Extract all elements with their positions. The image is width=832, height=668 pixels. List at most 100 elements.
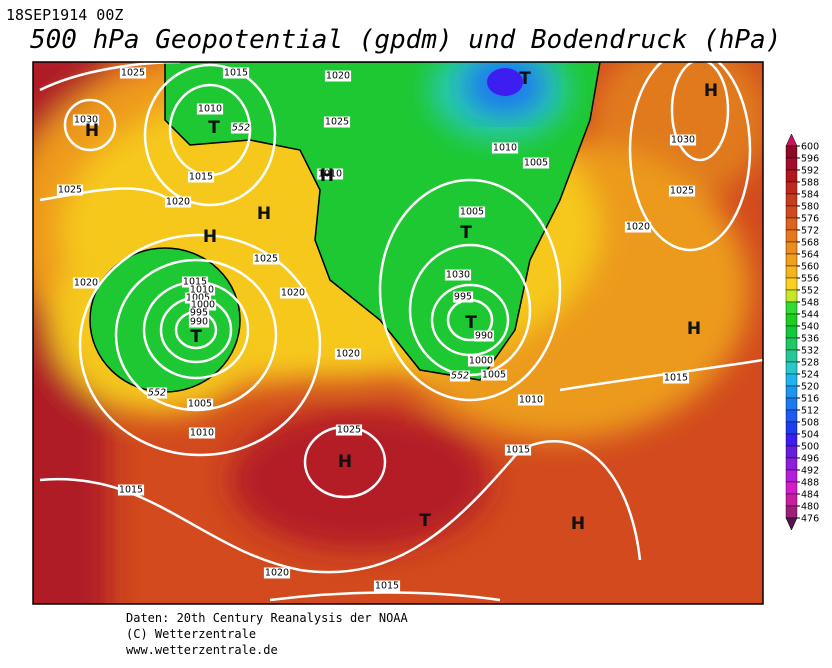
isobar-label: 1005 <box>188 399 212 410</box>
colorbar-swatch <box>785 349 798 363</box>
colorbar-label: 516 <box>801 394 819 405</box>
isobar-label: 1020 <box>74 278 98 289</box>
isobar-label: 1010 <box>190 285 214 296</box>
colorbar-label: 484 <box>801 490 819 501</box>
colorbar-label: 596 <box>801 154 819 165</box>
isobar-label: 1020 <box>265 568 289 579</box>
pressure-system: H <box>320 166 334 186</box>
colorbar-swatch <box>785 205 798 219</box>
isobar-label-bg <box>263 567 291 579</box>
isobar-label-bg <box>668 185 696 197</box>
colorbar-swatch <box>785 313 798 327</box>
run-time: 18SEP1914 00Z <box>6 6 123 24</box>
colorbar-swatch <box>785 385 798 399</box>
pressure-system: T <box>460 223 472 243</box>
colorbar-swatch <box>785 457 798 471</box>
pressure-system: H <box>257 204 271 224</box>
colorbar-swatch <box>785 289 798 303</box>
colorbar-label: 532 <box>801 346 819 357</box>
colorbar-label: 488 <box>801 478 819 489</box>
isobar-label: 1005 <box>186 293 210 304</box>
colorbar-label: 576 <box>801 214 819 225</box>
colorbar-label: 536 <box>801 334 819 345</box>
isobar-label: 995 <box>190 308 208 319</box>
colorbar-end <box>785 517 798 531</box>
map-frame <box>32 61 764 605</box>
colorbar-label: 500 <box>801 442 819 453</box>
isobar-label: 552 <box>232 123 250 134</box>
isobar-label: 1025 <box>254 254 278 265</box>
colorbar-swatch <box>785 157 798 171</box>
colorbar: 6005965925885845805765725685645605565525… <box>785 133 819 531</box>
isobar-label-bg <box>187 171 215 183</box>
isobar-label: 995 <box>454 292 472 303</box>
colorbar-swatch <box>785 325 798 339</box>
isobar-label: 1000 <box>469 356 493 367</box>
isobar-label-bg <box>491 142 519 154</box>
pressure-system: H <box>704 81 718 101</box>
isobar-label-bg <box>279 287 307 299</box>
colorbar-label: 528 <box>801 358 819 369</box>
colorbar-label: 512 <box>801 406 819 417</box>
colorbar-swatch <box>785 169 798 183</box>
isobar-label-bg <box>184 292 212 304</box>
isobar-label: 1030 <box>671 135 695 146</box>
colorbar-swatch <box>785 361 798 375</box>
isobar-label: 1010 <box>318 169 342 180</box>
pressure-system: T <box>208 118 220 138</box>
pressure-system: T <box>465 313 477 333</box>
map-area <box>33 62 763 604</box>
isobar-label: 1025 <box>121 68 145 79</box>
colorbar-label: 568 <box>801 238 819 249</box>
isobar-label: 1005 <box>482 370 506 381</box>
isobar-label-bg <box>119 67 147 79</box>
colorbar-label: 580 <box>801 202 819 213</box>
colorbar-end <box>785 133 798 147</box>
colorbar-swatch <box>785 505 798 519</box>
colorbar-swatch <box>785 265 798 279</box>
isobar-label-bg <box>467 355 495 367</box>
isobar-label-bg <box>480 369 508 381</box>
isobar-label-bg <box>188 427 216 439</box>
isobar-label: 1015 <box>224 68 248 79</box>
pressure-system: H <box>203 227 217 247</box>
colorbar-swatch <box>785 229 798 243</box>
colorbar-label: 584 <box>801 190 819 201</box>
isobar-label: 1020 <box>166 197 190 208</box>
isobar-label: 1010 <box>519 395 543 406</box>
colorbar-swatch <box>785 421 798 435</box>
isobar-label-bg <box>146 387 168 399</box>
pressure-system: H <box>85 121 99 141</box>
colorbar-label: 492 <box>801 466 819 477</box>
colorbar-label: 540 <box>801 322 819 333</box>
isobar-label: 1025 <box>670 186 694 197</box>
colorbar-swatch <box>785 181 798 195</box>
colorbar-label: 588 <box>801 178 819 189</box>
map-labels: 1025 1015 1020 1030 1010 552 1025 1010 1015 1025 1… <box>56 67 718 592</box>
isobar-label-bg <box>189 299 217 311</box>
colorbar-swatch <box>785 301 798 315</box>
colorbar-swatch <box>785 337 798 351</box>
colorbar-label: 564 <box>801 250 819 261</box>
isobar-label-bg <box>334 348 362 360</box>
isobar-label-bg <box>72 114 100 126</box>
isobar-label-bg <box>72 277 100 289</box>
colorbar-swatch <box>785 217 798 231</box>
isobar-label-bg <box>188 307 210 319</box>
isobar-label-bg <box>335 424 363 436</box>
colorbar-swatch <box>785 373 798 387</box>
isobar-label: 1020 <box>326 71 350 82</box>
isobar-label-bg <box>473 330 495 342</box>
isobar-label-bg <box>230 122 252 134</box>
isobar-label: 990 <box>190 317 208 328</box>
isobar-label: 1015 <box>189 172 213 183</box>
isobar-label: 1020 <box>281 288 305 299</box>
colorbar-label: 560 <box>801 262 819 273</box>
isobar-label: 1030 <box>74 115 98 126</box>
isobar-label: 1015 <box>375 581 399 592</box>
isobar-label-bg <box>117 484 145 496</box>
isobar-label: 1030 <box>446 270 470 281</box>
isobar-label: 1010 <box>198 104 222 115</box>
isobar-label-bg <box>181 276 209 288</box>
